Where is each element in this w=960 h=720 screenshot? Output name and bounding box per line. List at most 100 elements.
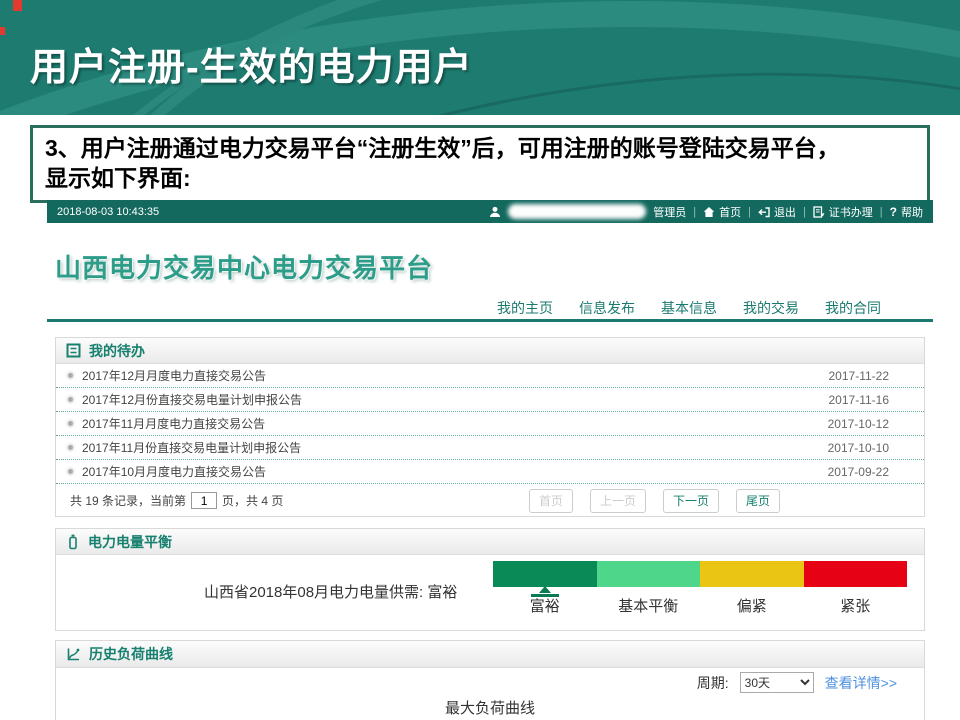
red-edge-mark: [13, 0, 22, 11]
topbar-links: 管理员 | 首页 | 退出 | 证书办理 | ?: [489, 204, 923, 220]
history-chart-title: 最大负荷曲线: [444, 700, 535, 717]
balance-label-balanced: 基本平衡: [618, 598, 679, 615]
bullet-icon: [68, 373, 73, 378]
bullet-icon: [68, 445, 73, 450]
period-label: 周期:: [696, 674, 729, 691]
pagination-bar: 共 19 条记录，当前第 页，共 4 页 首页 上一页 下一页 尾页: [56, 484, 924, 517]
redacted-username: [508, 204, 647, 219]
instruction-line-1: 3、用户注册通过电力交易平台“注册生效”后，可用注册的账号登陆交易平台，: [45, 135, 840, 161]
separator: |: [879, 205, 883, 218]
view-details-link[interactable]: 查看详情>>: [824, 674, 897, 691]
tab-my-contracts[interactable]: 我的合同: [825, 300, 881, 316]
help-link-label: 帮助: [901, 206, 923, 219]
balance-panel-header: 电力电量平衡: [56, 529, 924, 555]
instruction-box: 3、用户注册通过电力交易平台“注册生效”后，可用注册的账号登陆交易平台， 显示如…: [30, 125, 930, 203]
tab-info-publish[interactable]: 信息发布: [579, 300, 635, 316]
tab-my-homepage[interactable]: 我的主页: [497, 300, 553, 316]
tab-my-trades[interactable]: 我的交易: [743, 300, 799, 316]
todo-item[interactable]: 2017年10月月度电力直接交易公告 2017-09-22: [56, 460, 924, 484]
user-icon: [490, 206, 501, 217]
red-edge-mark: [0, 27, 5, 35]
balance-labels: 富裕 基本平衡 偏紧 紧张: [493, 586, 907, 616]
balance-segment-tight: [803, 561, 907, 587]
separator: |: [748, 205, 751, 218]
current-level-marker-line: [530, 594, 559, 597]
todo-item-date: 2017-10-12: [827, 416, 889, 431]
bullet-icon: [68, 469, 73, 474]
platform-logo: 山西电力交易中心电力交易平台: [55, 253, 434, 283]
timestamp: 2018-08-03 10:43:35: [57, 205, 160, 218]
logout-link[interactable]: 退出: [758, 204, 796, 220]
certificate-icon: [813, 205, 825, 218]
todo-item-text: 2017年12月份直接交易电量计划申报公告: [82, 393, 303, 407]
balance-panel-title: 电力电量平衡: [88, 533, 172, 550]
bullet-icon: [68, 397, 73, 402]
line-chart-icon: [67, 648, 80, 660]
slide-header: 用户注册-生效的电力用户: [0, 0, 960, 115]
balance-label-tightish: 偏紧: [736, 598, 767, 615]
balance-bar: [493, 561, 907, 587]
todo-list-icon: [66, 343, 81, 358]
history-panel-title: 历史负荷曲线: [89, 646, 173, 662]
user-role-label: 管理员: [653, 206, 687, 219]
todo-panel-title: 我的待办: [89, 342, 145, 359]
page-number-input[interactable]: [191, 492, 218, 509]
separator: |: [693, 205, 697, 218]
home-link[interactable]: 首页: [703, 204, 741, 220]
home-link-label: 首页: [719, 206, 742, 219]
current-level-marker-icon: [538, 586, 551, 593]
todo-panel: 我的待办 2017年12月月度电力直接交易公告 2017-11-22 2017年…: [55, 337, 925, 517]
todo-item[interactable]: 2017年12月份直接交易电量计划申报公告 2017-11-16: [56, 388, 924, 412]
certificate-link[interactable]: 证书办理: [813, 204, 873, 220]
balance-segment-abundant: [493, 561, 597, 587]
balance-label-text: 富裕: [529, 598, 560, 615]
todo-panel-header: 我的待办: [56, 338, 924, 364]
main-nav: 我的主页 信息发布 基本信息 我的交易 我的合同: [47, 297, 933, 322]
todo-item-date: 2017-09-22: [827, 464, 889, 479]
nav-underline: [47, 319, 933, 322]
tab-basic-info[interactable]: 基本信息: [661, 300, 717, 316]
history-controls: 周期: 30天 查看详情>>: [697, 672, 897, 693]
instruction-line-2: 显示如下界面:: [45, 165, 191, 191]
balance-label-tight: 紧张: [840, 598, 871, 615]
logout-link-label: 退出: [773, 206, 796, 219]
period-select[interactable]: 30天: [739, 672, 814, 693]
battery-icon: [69, 534, 77, 549]
question-icon: ?: [889, 204, 897, 219]
bullet-icon: [68, 421, 73, 426]
home-icon: [703, 206, 715, 217]
slide-title: 用户注册-生效的电力用户: [30, 47, 473, 89]
balance-body: 山西省2018年08月电力电量供需: 富裕 富裕 基本平衡 偏紧 紧张: [56, 555, 924, 631]
todo-item-date: 2017-10-10: [827, 440, 889, 455]
history-panel-header: 历史负荷曲线: [56, 641, 924, 668]
separator: |: [802, 205, 806, 218]
prev-page-button[interactable]: 上一页: [589, 488, 646, 513]
app-topbar: 2018-08-03 10:43:35 管理员 | 首页 | 退出 |: [47, 200, 933, 223]
help-link[interactable]: ? 帮助: [890, 204, 923, 220]
history-panel: 历史负荷曲线 周期: 30天 查看详情>> 最大负荷曲线: [55, 640, 925, 720]
pagination-summary-suffix: 页，共 4 页: [222, 494, 284, 508]
balance-label-abundant: 富裕: [493, 586, 597, 616]
history-body: 周期: 30天 查看详情>> 最大负荷曲线: [56, 668, 924, 720]
todo-item-text: 2017年12月月度电力直接交易公告: [82, 369, 267, 383]
todo-item-text: 2017年11月份直接交易电量计划申报公告: [82, 441, 302, 455]
nav-tabs: 我的主页 信息发布 基本信息 我的交易 我的合同: [47, 297, 933, 319]
todo-item-date: 2017-11-16: [828, 392, 890, 407]
todo-item-date: 2017-11-22: [828, 368, 890, 383]
app-screenshot: 2018-08-03 10:43:35 管理员 | 首页 | 退出 |: [47, 200, 933, 720]
todo-item[interactable]: 2017年11月份直接交易电量计划申报公告 2017-10-10: [56, 436, 924, 460]
first-page-button[interactable]: 首页: [528, 488, 573, 513]
pagination-summary-prefix: 共 19 条记录，当前第: [70, 494, 187, 508]
swoosh-decoration: [0, 0, 960, 115]
todo-item[interactable]: 2017年12月月度电力直接交易公告 2017-11-22: [56, 364, 924, 388]
pagination-buttons: 首页 上一页 下一页 尾页: [528, 488, 780, 513]
todo-item-text: 2017年11月月度电力直接交易公告: [82, 417, 266, 431]
last-page-button[interactable]: 尾页: [735, 488, 780, 513]
balance-segment-tightish: [700, 561, 804, 587]
todo-item-text: 2017年10月月度电力直接交易公告: [82, 465, 267, 479]
todo-item[interactable]: 2017年11月月度电力直接交易公告 2017-10-12: [56, 412, 924, 436]
balance-panel: 电力电量平衡 山西省2018年08月电力电量供需: 富裕 富裕 基本平衡: [55, 528, 925, 631]
next-page-button[interactable]: 下一页: [662, 488, 719, 513]
logout-icon: [758, 206, 770, 217]
